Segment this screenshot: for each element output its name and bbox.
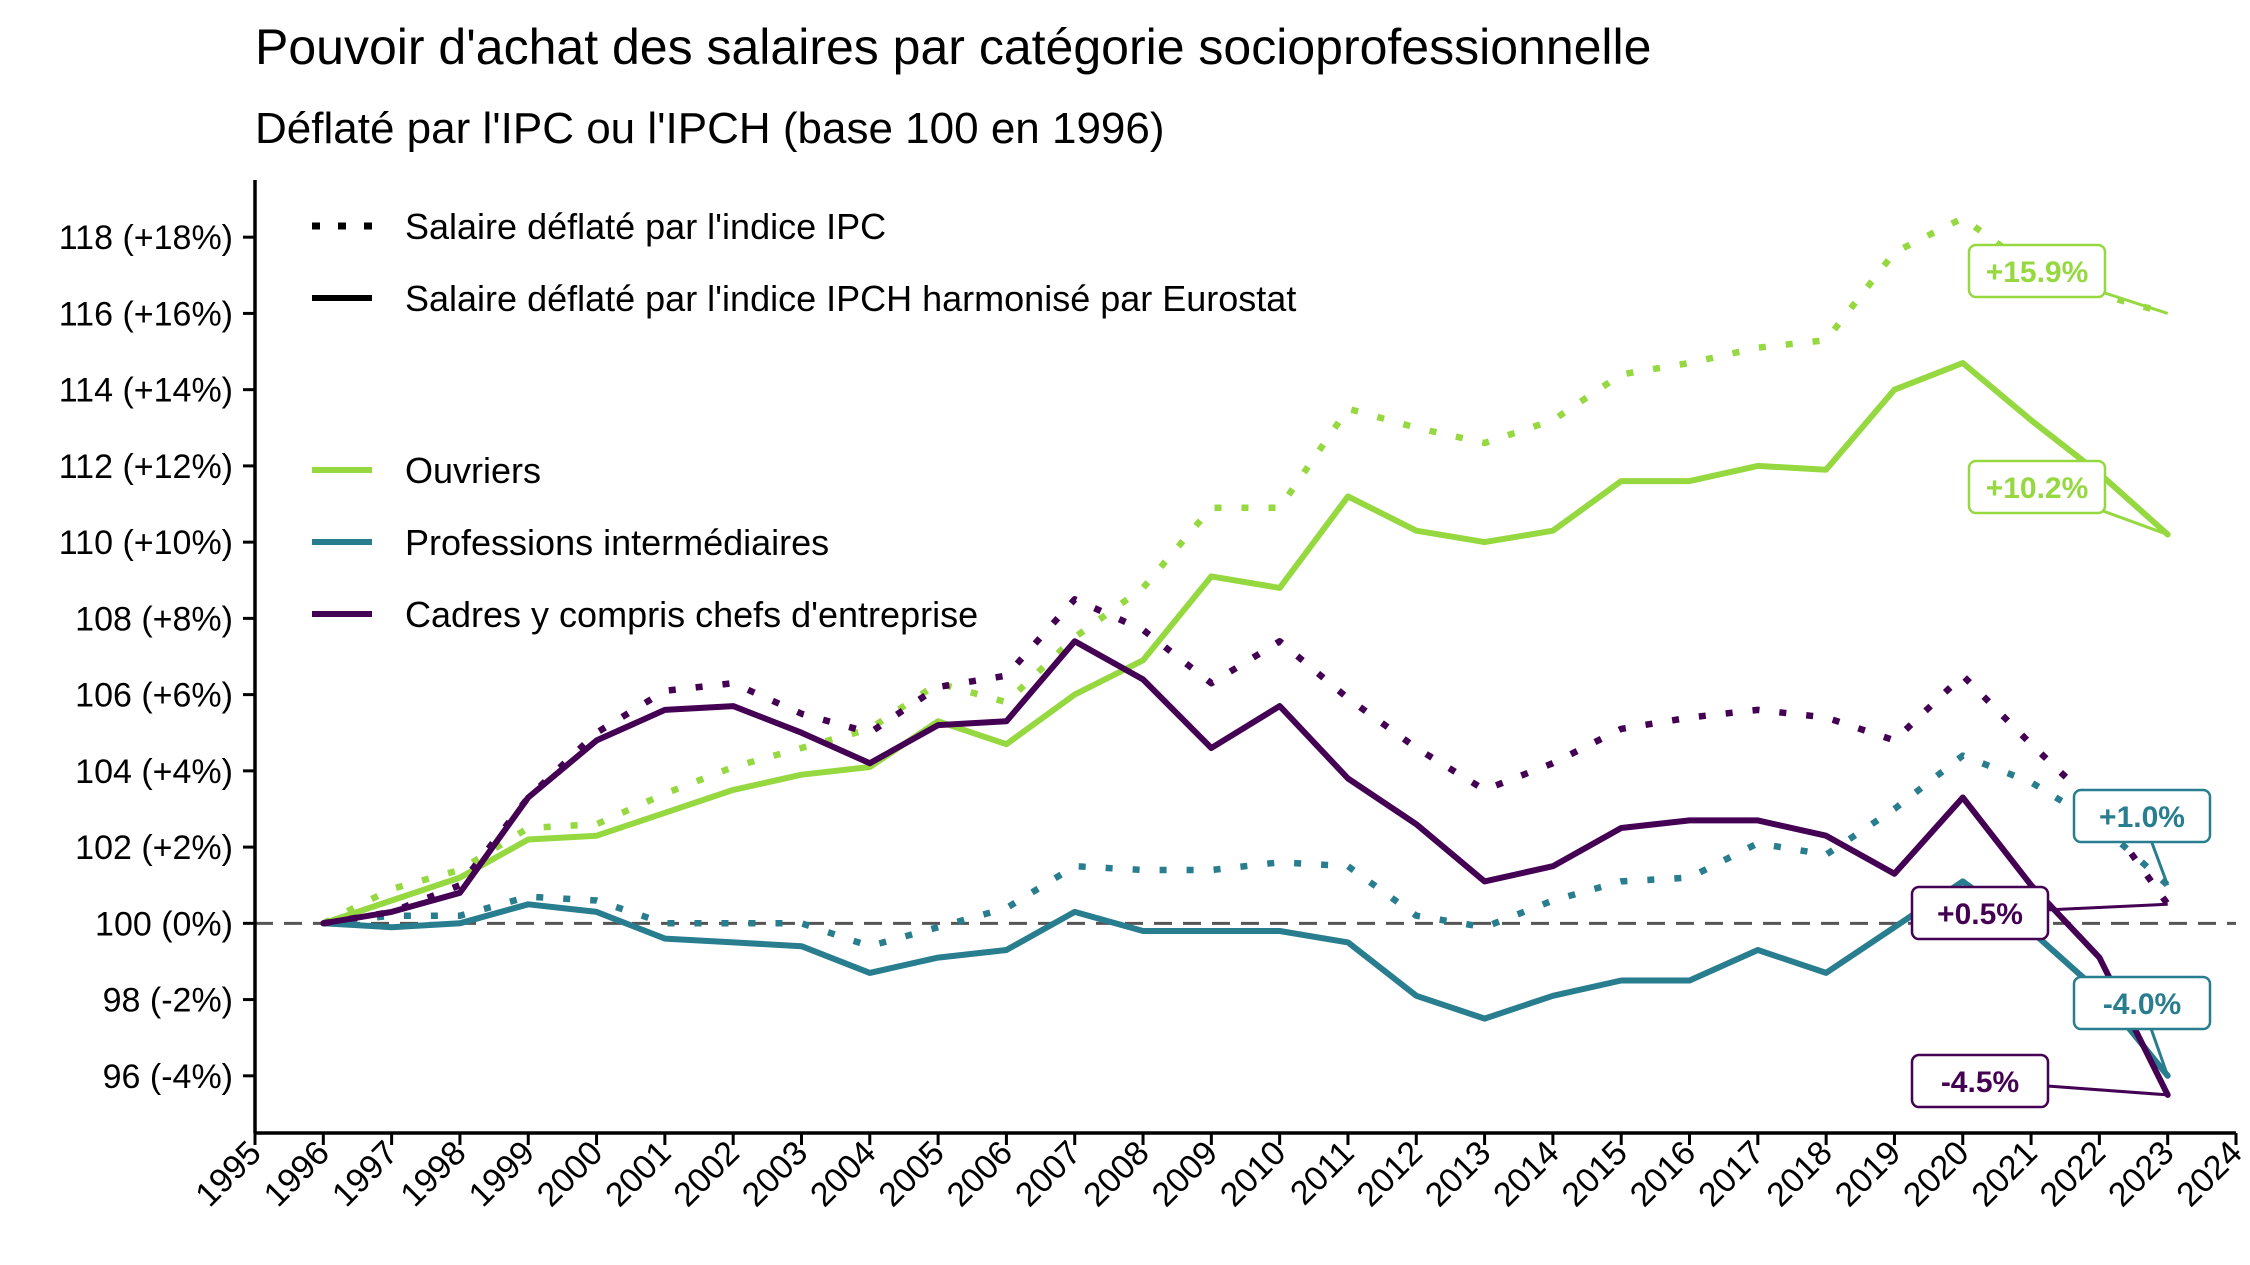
legend-group-label: Cadres y compris chefs d'entreprise — [405, 594, 978, 635]
end-label-box — [1967, 459, 2107, 515]
x-tick-label: 2013 — [1418, 1134, 1498, 1214]
end-labels: +15.9% +10.2% +1.0% -4.0% +0.5% -4.5% — [1910, 243, 2212, 1109]
y-tick-label: 106 (+6%) — [75, 677, 233, 715]
x-tick-label: 2020 — [1896, 1134, 1976, 1214]
end-label-text: +1.0% — [2099, 801, 2185, 834]
x-tick-label: 2018 — [1759, 1134, 1839, 1214]
x-tick-label: 2006 — [940, 1134, 1020, 1214]
x-tick-label: 1997 — [325, 1134, 405, 1214]
x-tick-label: 2009 — [1145, 1134, 1225, 1214]
x-tick-label: 2016 — [1623, 1134, 1703, 1214]
x-tick-label: 2004 — [803, 1134, 883, 1214]
y-tick-label: 102 (+2%) — [75, 829, 233, 867]
series-line-4 — [322, 596, 2171, 927]
x-tick-label: 2008 — [1076, 1134, 1156, 1214]
y-tick-label: 114 (+14%) — [59, 372, 233, 410]
legend-style-label: Salaire déflaté par l'indice IPCH harmon… — [405, 278, 1296, 319]
x-tick-label: 2019 — [1828, 1134, 1908, 1214]
end-label-text: +10.2% — [1986, 472, 2089, 505]
x-tick-label: 2001 — [598, 1134, 678, 1214]
end-label-text: -4.0% — [2103, 988, 2181, 1021]
end-label-box — [1910, 1053, 2050, 1109]
chart-subtitle: Déflaté par l'IPC ou l'IPCH (base 100 en… — [255, 104, 1165, 153]
y-tick-label: 110 (+10%) — [59, 524, 233, 562]
end-label-box — [2072, 975, 2212, 1031]
y-tick-label: 116 (+16%) — [59, 295, 233, 333]
end-label-box — [1967, 243, 2107, 299]
x-tick-label: 2021 — [1964, 1134, 2044, 1214]
x-tick-label: 2011 — [1283, 1134, 1362, 1213]
end-label-box — [1910, 885, 2050, 941]
x-tick-label: 1995 — [188, 1134, 268, 1214]
y-tick-label: 112 (+12%) — [59, 448, 233, 486]
chart-title: Pouvoir d'achat des salaires par catégor… — [255, 19, 1651, 75]
legend: Salaire déflaté par l'indice IPC Salaire … — [312, 206, 1296, 635]
x-tick-label: 2024 — [2169, 1134, 2249, 1214]
y-tick-label: 108 (+8%) — [75, 600, 233, 638]
y-tick-label: 100 (0%) — [95, 905, 233, 943]
x-tick-label: 2022 — [2033, 1134, 2113, 1214]
x-tick-label: 2005 — [871, 1134, 951, 1214]
x-tick-label: 1996 — [257, 1134, 337, 1214]
series-layer — [320, 214, 2171, 1098]
x-tick-label: 2007 — [1008, 1134, 1088, 1214]
x-tick-label: 2015 — [1555, 1134, 1635, 1214]
series-line-0 — [321, 214, 2169, 927]
y-tick-label: 118 (+18%) — [59, 219, 233, 257]
x-tick-label: 2003 — [735, 1134, 815, 1214]
x-tick-label: 2014 — [1486, 1134, 1566, 1214]
series-line-5 — [320, 638, 2171, 1098]
x-tick-label: 2002 — [666, 1134, 746, 1214]
series-line-2 — [322, 752, 2170, 950]
x-tick-label: 2012 — [1350, 1134, 1430, 1214]
series-line-1 — [320, 360, 2171, 927]
x-tick-label: 2010 — [1213, 1134, 1293, 1214]
legend-group-label: Professions intermédiaires — [405, 522, 829, 563]
end-label-box — [2072, 788, 2212, 844]
x-tick-label: 2000 — [530, 1134, 610, 1214]
legend-group-label: Ouvriers — [405, 450, 541, 491]
y-tick-label: 96 (-4%) — [103, 1058, 233, 1096]
x-tick-label: 1999 — [462, 1134, 542, 1214]
end-label-text: +15.9% — [1986, 256, 2089, 289]
x-tick-label: 1998 — [393, 1134, 473, 1214]
x-tick-label: 2017 — [1691, 1134, 1771, 1214]
series-line-3 — [320, 878, 2171, 1079]
x-tick-label: 2023 — [2101, 1134, 2181, 1214]
y-tick-label: 104 (+4%) — [75, 753, 233, 791]
end-label-text: +0.5% — [1937, 898, 2023, 931]
y-tick-label: 98 (-2%) — [103, 982, 233, 1020]
end-label-text: -4.5% — [1941, 1066, 2019, 1099]
legend-style-label: Salaire déflaté par l'indice IPC — [405, 206, 886, 247]
